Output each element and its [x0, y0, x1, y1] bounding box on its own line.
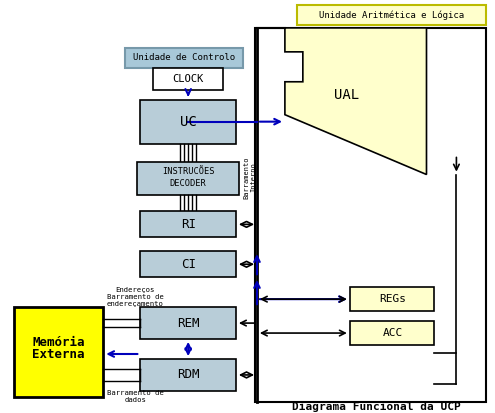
Bar	[14, 307, 103, 397]
Text: REGs: REGs	[379, 294, 406, 304]
Text: ACC: ACC	[383, 328, 403, 338]
Bar	[349, 321, 435, 345]
Polygon shape	[285, 28, 427, 175]
Bar	[140, 100, 236, 144]
Bar	[255, 28, 486, 402]
Text: Endereços
Barramento de
endereçamento: Endereços Barramento de endereçamento	[107, 287, 164, 307]
Bar	[125, 48, 243, 68]
Bar	[140, 251, 236, 277]
Text: Diagrama Funcional da UCP: Diagrama Funcional da UCP	[292, 402, 461, 412]
Bar	[297, 5, 486, 25]
Text: CLOCK: CLOCK	[173, 74, 204, 84]
Text: Externa: Externa	[32, 349, 85, 361]
Text: Unidade Aritmética e Lógica: Unidade Aritmética e Lógica	[319, 10, 464, 20]
Bar	[140, 307, 236, 339]
Bar	[153, 68, 223, 90]
Text: Unidade de Controlo: Unidade de Controlo	[133, 53, 235, 62]
Bar	[140, 211, 236, 237]
Text: RDM: RDM	[177, 368, 199, 382]
Bar	[137, 161, 239, 195]
Text: CI: CI	[181, 258, 196, 271]
Text: REM: REM	[177, 317, 199, 330]
Text: DECODER: DECODER	[170, 179, 206, 188]
Text: Barramento de
dados: Barramento de dados	[107, 390, 164, 404]
Bar	[349, 287, 435, 311]
Text: Memória: Memória	[32, 335, 85, 349]
Text: RI: RI	[181, 218, 196, 231]
Text: UC: UC	[180, 115, 197, 129]
Text: INSTRUCÕES: INSTRUCÕES	[162, 167, 214, 176]
Bar	[140, 359, 236, 391]
Text: UAL: UAL	[334, 88, 359, 102]
Text: Barramento
Interno: Barramento Interno	[244, 156, 256, 199]
